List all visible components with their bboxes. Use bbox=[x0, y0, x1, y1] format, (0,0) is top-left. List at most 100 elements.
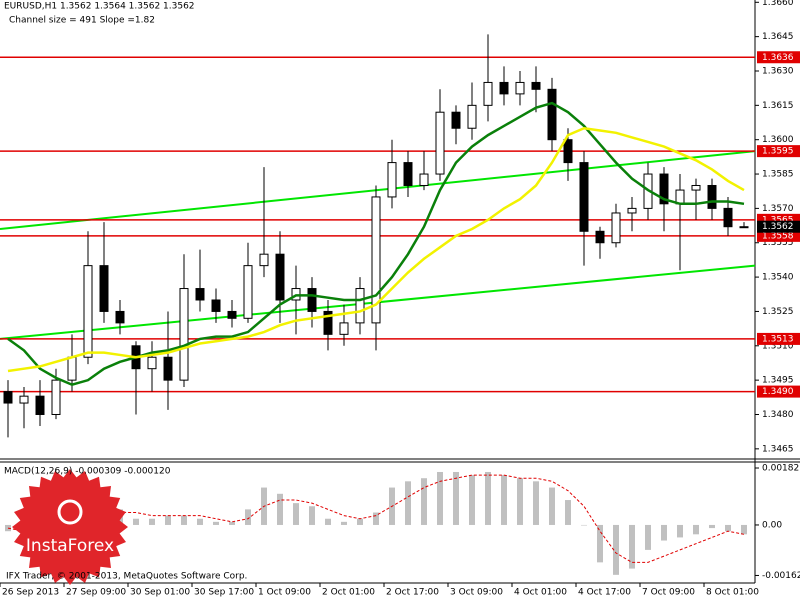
y-tick-label: 1.3465 bbox=[762, 444, 794, 454]
macd-bar bbox=[645, 524, 651, 550]
candle-body bbox=[707, 184, 717, 209]
macd-bar bbox=[533, 481, 539, 525]
y-tick-label: 1.3510 bbox=[762, 341, 794, 351]
candle-body bbox=[563, 139, 573, 164]
x-tick-label: 26 Sep 2013 bbox=[2, 588, 59, 598]
macd-bar bbox=[437, 471, 443, 525]
candle-body bbox=[595, 230, 605, 244]
macd-bar bbox=[405, 481, 411, 525]
moving-average bbox=[7, 126, 745, 373]
level-label: 1.3636 bbox=[762, 53, 794, 63]
candle-body bbox=[579, 162, 589, 232]
candle-body bbox=[419, 173, 429, 186]
candle-body bbox=[243, 265, 253, 319]
candle-body bbox=[691, 184, 701, 191]
y-tick-label: 1.3480 bbox=[762, 410, 794, 420]
trend-line bbox=[0, 150, 756, 230]
macd-bar bbox=[277, 493, 283, 525]
footer: IFX Trader, © 2001-2013, MetaQuotes Soft… bbox=[6, 572, 247, 582]
candle-body bbox=[483, 81, 493, 106]
candle-body bbox=[371, 196, 381, 324]
x-tick-label: 1 Oct 09:00 bbox=[258, 588, 311, 598]
x-tick-label: 2 Oct 01:00 bbox=[322, 588, 375, 598]
y-tick-label: 0.001827 bbox=[762, 464, 800, 474]
macd-bar bbox=[661, 524, 667, 541]
macd-bar bbox=[421, 478, 427, 525]
candle-body bbox=[627, 207, 637, 214]
macd-bar bbox=[565, 500, 571, 525]
candle-body bbox=[163, 356, 173, 381]
candle-body bbox=[611, 212, 621, 244]
current-price-label: 1.3562 bbox=[762, 222, 794, 232]
macd-bar bbox=[485, 471, 491, 525]
level-label: 1.3558 bbox=[762, 231, 794, 241]
candle-body bbox=[739, 226, 749, 229]
y-tick-label: 1.3585 bbox=[762, 170, 794, 180]
x-tick-label: 30 Sep 01:00 bbox=[130, 588, 190, 598]
signal-line bbox=[7, 474, 745, 563]
chart-title: EURUSD,H1 1.3562 1.3564 1.3562 1.3562 bbox=[4, 2, 195, 12]
macd-bar bbox=[133, 518, 139, 525]
candle-body bbox=[211, 299, 221, 312]
candle-body bbox=[51, 379, 61, 415]
y-tick-label: 1.3495 bbox=[762, 376, 794, 386]
candle-body bbox=[179, 288, 189, 381]
macd-bar bbox=[693, 524, 699, 535]
x-tick-label: 3 Oct 09:00 bbox=[450, 588, 503, 598]
macd-bar bbox=[725, 524, 731, 532]
price-label-bg bbox=[757, 220, 800, 233]
macd-bar bbox=[709, 524, 715, 529]
macd-bar bbox=[501, 475, 507, 525]
candle-body bbox=[83, 265, 93, 358]
y-tick-label: 1.3600 bbox=[762, 135, 794, 145]
logo-icon bbox=[57, 499, 83, 525]
macd-bar bbox=[197, 518, 203, 525]
candle-body bbox=[499, 81, 509, 95]
candle-body bbox=[275, 253, 285, 301]
macd-bar bbox=[309, 506, 315, 525]
macd-bar bbox=[373, 512, 379, 525]
candle-body bbox=[659, 173, 669, 205]
macd-bar bbox=[181, 515, 187, 525]
x-tick-label: 4 Oct 17:00 bbox=[578, 588, 631, 598]
macd-bar bbox=[677, 524, 683, 538]
y-tick-label: 1.3645 bbox=[762, 32, 794, 42]
candle-body bbox=[3, 391, 13, 404]
y-tick-label: -0.00162 bbox=[762, 571, 800, 581]
candle-body bbox=[99, 265, 109, 312]
logo-text: InstaForex bbox=[26, 536, 114, 556]
macd-bar bbox=[245, 509, 251, 525]
y-tick-label: 1.3615 bbox=[762, 101, 794, 111]
candle-body bbox=[515, 81, 525, 95]
logo: InstaForex bbox=[12, 469, 128, 585]
candle-body bbox=[531, 81, 541, 90]
candle-body bbox=[19, 395, 29, 404]
candle-body bbox=[387, 162, 397, 198]
macd-bar bbox=[741, 524, 747, 535]
x-tick-label: 2 Oct 17:00 bbox=[386, 588, 439, 598]
x-tick-label: 30 Sep 17:00 bbox=[194, 588, 254, 598]
candle-body bbox=[259, 253, 269, 267]
candle-body bbox=[547, 88, 557, 141]
y-tick-label: 1.3540 bbox=[762, 273, 794, 283]
candle-body bbox=[467, 104, 477, 129]
candle-body bbox=[451, 111, 461, 129]
y-tick-label: 0.00 bbox=[762, 520, 782, 530]
y-tick-label: 1.3525 bbox=[762, 307, 794, 317]
x-tick-label: 4 Oct 01:00 bbox=[514, 588, 567, 598]
macd-bar bbox=[469, 475, 475, 525]
macd-bar bbox=[341, 521, 347, 525]
macd-bar bbox=[453, 471, 459, 525]
macd-bar bbox=[549, 487, 555, 525]
level-label-bg bbox=[757, 51, 800, 64]
panel-title: MACD(12,26,9) -0.000309 -0.000120 bbox=[4, 467, 171, 477]
level-label: 1.3490 bbox=[762, 387, 794, 397]
logo-badge bbox=[12, 469, 128, 585]
candle-body bbox=[227, 310, 237, 319]
macd-bar bbox=[293, 503, 299, 525]
y-tick-label: 1.3555 bbox=[762, 238, 794, 248]
macd-bar bbox=[165, 515, 171, 525]
candle-body bbox=[339, 322, 349, 335]
candle-body bbox=[723, 207, 733, 228]
